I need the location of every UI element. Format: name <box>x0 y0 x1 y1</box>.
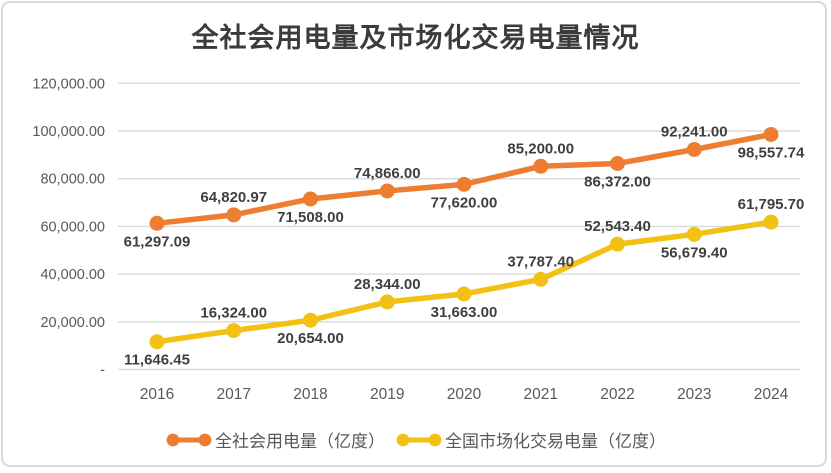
series-line <box>154 219 774 345</box>
x-axis-tick-label: 2023 <box>677 386 711 403</box>
x-axis-tick-label: 2021 <box>524 386 558 403</box>
data-point-marker <box>226 323 242 339</box>
legend-line-marker-icon <box>166 433 212 446</box>
y-axis-tick-label: 100,000.00 <box>32 124 105 140</box>
data-point-marker <box>149 215 165 231</box>
data-point-marker <box>379 294 395 310</box>
data-point-marker <box>610 156 625 172</box>
y-axis-tick-label: - <box>100 363 105 379</box>
x-axis-tick-label: 2017 <box>217 386 251 403</box>
y-axis-tick-label: 80,000.00 <box>40 172 105 188</box>
data-point-marker <box>456 176 472 192</box>
legend-item: 全社会用电量（亿度） <box>165 427 385 452</box>
legend-line-marker-icon <box>396 433 442 446</box>
data-point-label: 61,297.09 <box>124 233 191 250</box>
data-point-label: 64,820.97 <box>200 189 267 206</box>
data-point-marker <box>686 142 702 158</box>
data-point-label: 52,543.40 <box>584 218 651 235</box>
data-point-marker <box>226 207 242 223</box>
data-point-marker <box>149 334 165 350</box>
data-point-marker <box>303 312 318 328</box>
data-point-label: 28,344.00 <box>354 276 421 293</box>
data-point-marker <box>763 214 779 230</box>
y-axis-tick-label: 20,000.00 <box>40 315 105 331</box>
y-axis-tick-label: 40,000.00 <box>40 267 105 283</box>
data-point-label: 86,372.00 <box>584 174 651 191</box>
x-axis-tick-label: 2019 <box>370 386 404 403</box>
data-point-label: 20,654.00 <box>277 330 344 347</box>
data-point-marker <box>610 236 625 252</box>
data-point-label: 16,324.00 <box>200 305 267 322</box>
x-axis-tick-label: 2018 <box>293 386 327 403</box>
y-axis-tick-label: 120,000.00 <box>32 76 105 92</box>
data-point-marker <box>763 126 779 142</box>
data-point-marker <box>303 191 318 207</box>
chart-title: 全社会用电量及市场化交易电量情况 <box>191 23 640 53</box>
data-point-label: 77,620.00 <box>431 194 498 211</box>
data-point-label: 74,866.00 <box>354 165 421 182</box>
legend-label: 全国市场化交易电量（亿度） <box>445 432 666 451</box>
x-axis-tick-label: 2022 <box>600 386 634 403</box>
data-point-label: 37,787.40 <box>507 253 574 270</box>
x-axis-tick-label: 2024 <box>754 386 789 403</box>
data-point-marker <box>533 158 549 174</box>
data-point-label: 61,795.70 <box>738 196 805 213</box>
data-point-marker <box>379 183 395 199</box>
legend-label: 全社会用电量（亿度） <box>215 432 385 451</box>
data-point-marker <box>686 226 702 242</box>
data-point-marker <box>456 286 472 302</box>
data-point-label: 31,663.00 <box>431 304 498 321</box>
data-point-marker <box>533 271 549 287</box>
y-axis-tick-label: 60,000.00 <box>40 219 105 235</box>
data-point-label: 56,679.40 <box>661 244 728 261</box>
data-point-label: 92,241.00 <box>661 124 728 141</box>
legend-item: 全国市场化交易电量（亿度） <box>395 427 666 452</box>
data-point-label: 85,200.00 <box>507 140 574 157</box>
chart-legend: 全社会用电量（亿度） 全国市场化交易电量（亿度） <box>0 427 831 452</box>
data-point-label: 71,508.00 <box>277 209 344 226</box>
x-axis-tick-label: 2016 <box>140 386 174 403</box>
x-axis-tick-label: 2020 <box>447 386 482 403</box>
data-point-label: 98,557.74 <box>738 144 805 161</box>
data-point-label: 11,646.45 <box>124 352 190 369</box>
